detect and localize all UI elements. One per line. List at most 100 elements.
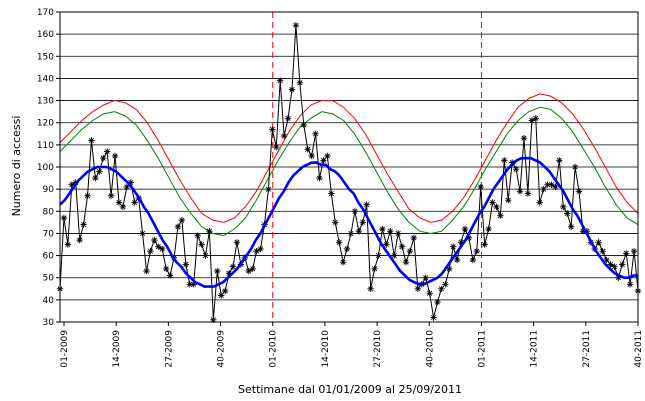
observed-point — [233, 239, 241, 246]
y-tick-label: 50 — [43, 274, 55, 284]
upper-envelope-line — [59, 93, 639, 223]
observed-point — [343, 245, 351, 253]
series-layer — [56, 22, 642, 323]
observed-point — [123, 183, 131, 191]
y-tick-label: 130 — [37, 97, 54, 107]
x-tick-label: 01-2011 — [477, 330, 487, 368]
observed-point — [162, 265, 170, 273]
observed-point — [257, 245, 264, 253]
x-axis-ticks: 01-2009 14-2009 27-2009 40-2009 01-2010 14-20… — [60, 322, 644, 368]
observed-point — [391, 252, 398, 259]
observed-point — [375, 252, 382, 259]
observed-point — [497, 212, 504, 219]
observed-point — [269, 126, 276, 133]
observed-point — [296, 79, 304, 87]
x-tick-label: 27-2010 — [373, 330, 383, 368]
observed-point — [80, 221, 87, 228]
observed-point — [131, 199, 138, 206]
x-tick-label: 14-2010 — [321, 330, 331, 368]
observed-point — [387, 228, 394, 235]
observed-point — [505, 197, 512, 204]
observed-point — [567, 223, 575, 230]
observed-point — [485, 225, 492, 233]
observed-point — [426, 290, 433, 297]
observed-line — [59, 25, 639, 320]
observed-point — [473, 247, 480, 255]
observed-point — [111, 152, 119, 160]
observed-point — [147, 247, 154, 255]
observed-point — [159, 245, 166, 253]
observed-point — [367, 285, 374, 292]
observed-point — [76, 236, 83, 244]
observed-point — [410, 234, 418, 242]
trend-line — [59, 156, 638, 288]
y-tick-label: 40 — [43, 296, 55, 306]
y-tick-label: 120 — [37, 119, 54, 129]
observed-point — [453, 256, 461, 264]
observed-point — [394, 230, 402, 237]
observed-point — [398, 243, 406, 250]
y-tick-label: 160 — [37, 30, 54, 40]
x-tick-label: 27-2009 — [164, 330, 174, 368]
observed-point — [611, 263, 618, 270]
observed-point — [461, 225, 469, 233]
observed-point — [194, 232, 201, 239]
observed-point — [359, 219, 366, 226]
y-tick-label: 60 — [43, 252, 55, 262]
observed-point — [64, 241, 72, 248]
y-tick-label: 30 — [43, 318, 55, 328]
observed-point — [284, 115, 292, 122]
observed-point — [324, 152, 331, 160]
observed-point — [96, 168, 103, 175]
observed-point — [406, 247, 414, 255]
observed-point — [603, 256, 610, 264]
observed-point — [249, 265, 256, 273]
observed-point — [560, 203, 567, 211]
middle-envelope-line — [59, 106, 639, 237]
observed-point — [178, 216, 186, 224]
observed-point — [265, 185, 272, 193]
observed-point — [520, 135, 528, 142]
observed-point — [174, 223, 182, 230]
observed-point — [218, 292, 225, 299]
y-tick-label: 110 — [37, 141, 54, 151]
observed-point — [442, 281, 449, 288]
observed-point — [115, 199, 123, 206]
observed-point — [477, 183, 484, 191]
observed-point — [623, 250, 630, 257]
observed-point — [332, 219, 339, 226]
y-tick-label: 170 — [37, 8, 54, 18]
observed-point — [347, 230, 355, 237]
x-tick-label: 27-2011 — [582, 330, 592, 368]
observed-point — [556, 157, 563, 164]
observed-point — [422, 274, 429, 281]
observed-point — [552, 183, 559, 191]
x-tick-label: 01-2010 — [269, 330, 279, 368]
observed-point — [434, 298, 441, 306]
observed-point — [512, 166, 520, 173]
observed-point — [599, 247, 606, 255]
observed-point — [280, 132, 288, 140]
observed-point — [288, 86, 296, 93]
observed-point — [308, 152, 315, 160]
observed-point — [84, 192, 91, 199]
observed-point — [449, 243, 457, 250]
observed-point — [229, 263, 237, 270]
observed-point — [151, 236, 158, 244]
x-tick-label: 01-2009 — [60, 330, 70, 368]
observed-point — [60, 214, 68, 222]
y-tick-label: 90 — [43, 185, 55, 195]
observed-point — [253, 247, 260, 255]
observed-point — [469, 256, 477, 264]
observed-point — [524, 190, 532, 197]
observed-point — [139, 230, 146, 237]
observed-point — [304, 146, 311, 153]
observed-point — [379, 225, 386, 233]
observed-point — [100, 154, 107, 162]
observed-point — [383, 241, 390, 248]
observed-point — [540, 185, 547, 193]
observed-point — [335, 239, 343, 246]
observed-point — [119, 203, 127, 211]
y-tick-label: 70 — [43, 229, 55, 239]
y-tick-label: 100 — [37, 163, 54, 173]
